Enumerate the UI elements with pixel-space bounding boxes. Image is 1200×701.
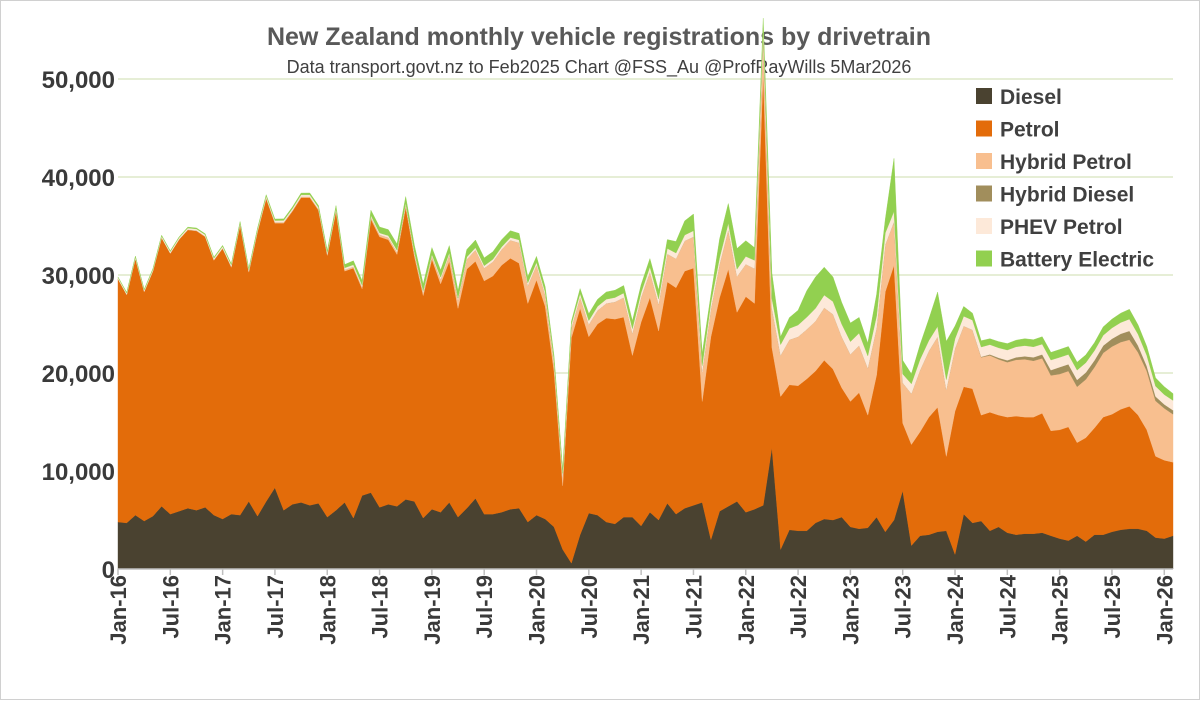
x-tick-label: Jul-16 bbox=[158, 575, 183, 639]
legend-label: Battery Electric bbox=[1000, 249, 1154, 272]
x-tick-label: Jan-21 bbox=[629, 575, 654, 645]
x-tick-label: Jan-22 bbox=[734, 575, 759, 645]
x-tick-label: Jul-17 bbox=[263, 575, 288, 639]
legend-label: PHEV Petrol bbox=[1000, 216, 1123, 239]
x-axis-ticks: Jan-16 Jul-16 Jan-17 Jul-17 Jan-18 Jul-18 Jan-… bbox=[106, 569, 1177, 645]
legend-swatch-battery-electric bbox=[976, 250, 992, 267]
legend-label: Hybrid Petrol bbox=[1000, 151, 1132, 174]
y-axis-ticks: 0 10,000 20,000 30,000 40,000 50,000 bbox=[42, 67, 115, 584]
legend-swatch-diesel bbox=[976, 88, 992, 104]
x-tick-label: Jul-19 bbox=[472, 575, 497, 639]
x-tick-label: Jan-20 bbox=[525, 575, 550, 645]
x-tick-label: Jan-19 bbox=[420, 575, 445, 645]
x-tick-label: Jul-23 bbox=[891, 575, 916, 639]
y-tick-label: 20,000 bbox=[42, 361, 115, 388]
legend-swatch-petrol bbox=[976, 120, 992, 137]
x-tick-label: Jan-17 bbox=[211, 575, 236, 645]
y-tick-label: 30,000 bbox=[42, 263, 115, 290]
y-tick-label: 40,000 bbox=[42, 165, 115, 192]
x-tick-label: Jan-23 bbox=[838, 575, 863, 645]
legend-label: Hybrid Diesel bbox=[1000, 184, 1134, 207]
y-tick-label: 50,000 bbox=[42, 67, 115, 94]
legend-swatch-hybrid-petrol bbox=[976, 153, 992, 169]
y-tick-label: 10,000 bbox=[42, 459, 115, 486]
x-tick-label: Jul-21 bbox=[682, 575, 707, 639]
legend-label: Diesel bbox=[1000, 86, 1062, 109]
x-tick-label: Jan-16 bbox=[106, 575, 131, 645]
x-tick-label: Jan-18 bbox=[315, 575, 340, 645]
x-tick-label: Jul-24 bbox=[995, 574, 1020, 638]
legend-swatch-hybrid-diesel bbox=[976, 185, 992, 202]
area-petrol bbox=[117, 74, 1174, 564]
y-tick-label: 0 bbox=[102, 557, 115, 584]
legend: Diesel Petrol Hybrid Petrol Hybrid Diesel PH… bbox=[976, 86, 1154, 272]
x-tick-label: Jan-26 bbox=[1152, 575, 1177, 645]
area-battery-electric bbox=[117, 18, 1174, 474]
x-tick-label: Jul-22 bbox=[786, 575, 811, 639]
x-tick-label: Jul-20 bbox=[577, 575, 602, 639]
x-tick-label: Jan-25 bbox=[1048, 575, 1073, 645]
legend-label: Petrol bbox=[1000, 119, 1060, 142]
x-tick-label: Jan-24 bbox=[943, 574, 968, 644]
chart-subtitle: Data transport.govt.nz to Feb2025 Chart … bbox=[287, 57, 912, 78]
x-tick-label: Jul-25 bbox=[1100, 575, 1125, 639]
legend-swatch-phev-petrol bbox=[976, 218, 992, 234]
stacked-areas bbox=[117, 18, 1174, 570]
x-tick-label: Jul-18 bbox=[368, 575, 393, 639]
chart-title: New Zealand monthly vehicle registration… bbox=[267, 23, 931, 51]
